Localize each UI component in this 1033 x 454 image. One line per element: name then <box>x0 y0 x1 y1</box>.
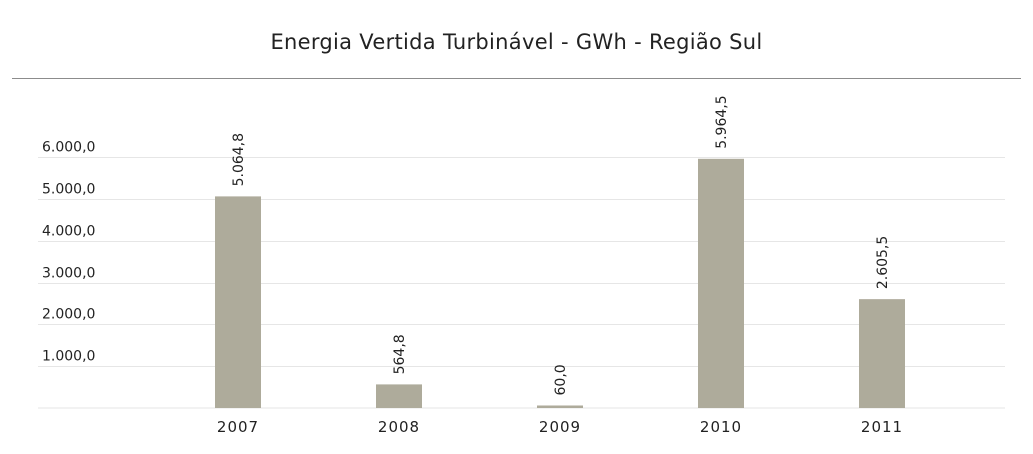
bar-2007 <box>215 196 261 408</box>
title-divider <box>12 78 1021 79</box>
data-labels: 5.064,8 564,8 60,0 5.964,5 2.605,5 <box>231 95 891 395</box>
x-category-label: 2007 <box>217 418 259 436</box>
y-axis-ticks: 1.000,0 2.000,0 3.000,0 4.000,0 5.000,0 6.000… <box>42 140 95 365</box>
bar-2008 <box>376 384 422 408</box>
y-tick-label: 6.000,0 <box>42 140 95 156</box>
y-tick-label: 4.000,0 <box>42 224 95 240</box>
x-axis-categories: 2007 2008 2009 2010 2011 <box>217 418 903 436</box>
x-category-label: 2008 <box>378 418 420 436</box>
chart-title: Energia Vertida Turbinável - GWh - Regiã… <box>270 30 763 54</box>
data-label-2007: 5.064,8 <box>231 133 247 186</box>
y-tick-label: 3.000,0 <box>42 266 95 282</box>
data-label-2010: 5.964,5 <box>714 95 730 148</box>
x-category-label: 2010 <box>700 418 742 436</box>
y-tick-label: 5.000,0 <box>42 182 95 198</box>
bar-2009 <box>537 405 583 408</box>
y-tick-label: 1.000,0 <box>42 349 95 365</box>
bars <box>215 158 905 408</box>
bar-2010 <box>698 158 744 408</box>
bar-2011 <box>859 299 905 408</box>
data-label-2011: 2.605,5 <box>875 236 891 289</box>
y-tick-label: 2.000,0 <box>42 307 95 323</box>
gridlines <box>38 157 1005 409</box>
x-category-label: 2011 <box>861 418 903 436</box>
x-category-label: 2009 <box>539 418 581 436</box>
data-label-2009: 60,0 <box>553 364 569 395</box>
data-label-2008: 564,8 <box>392 334 408 374</box>
